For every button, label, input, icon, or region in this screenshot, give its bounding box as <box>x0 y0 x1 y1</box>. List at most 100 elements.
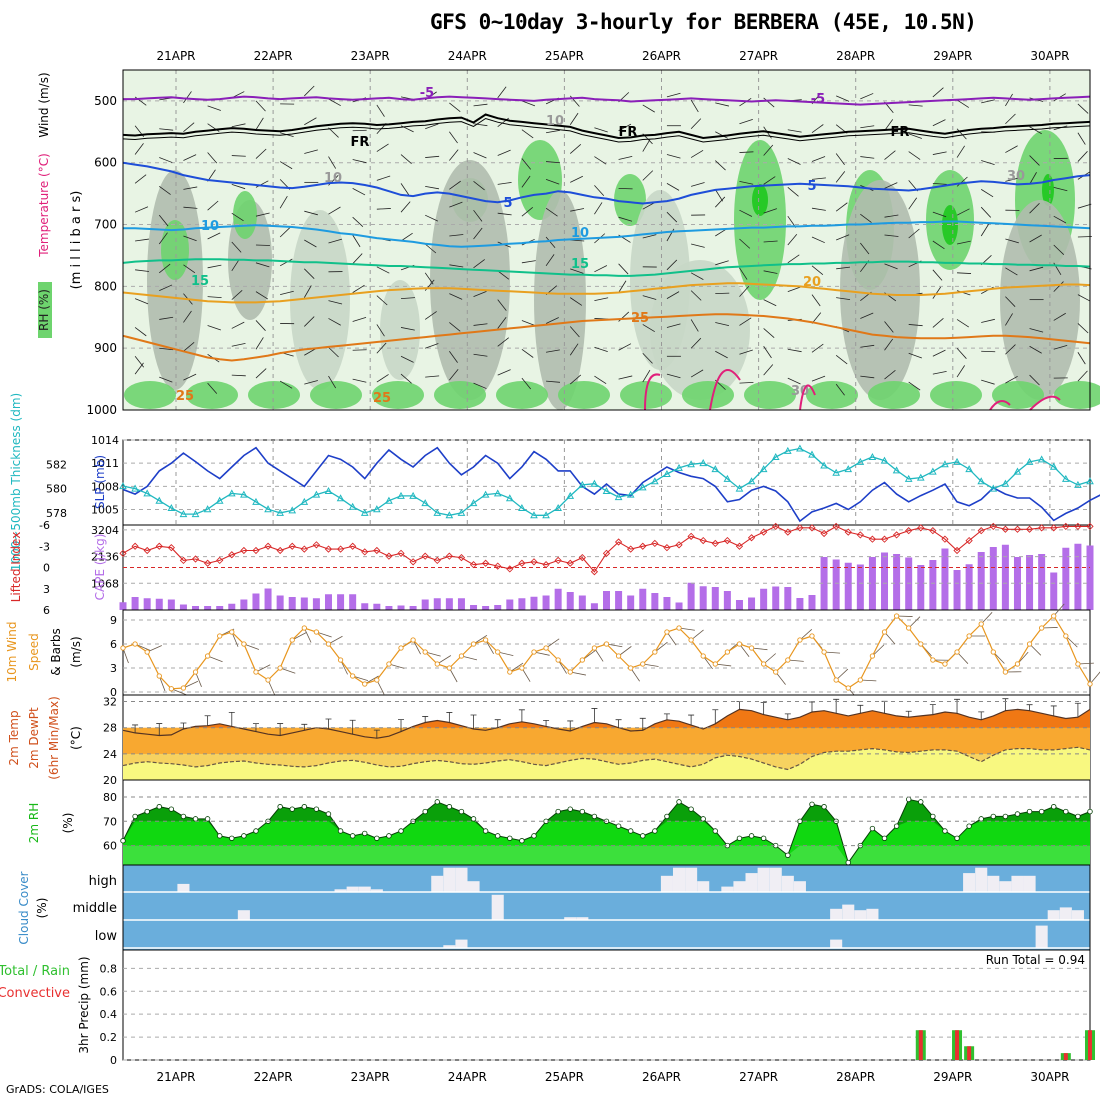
contour-label: 10 <box>201 219 219 234</box>
date-label-bottom: 23APR <box>351 1070 390 1084</box>
wind-speed-marker <box>640 661 646 667</box>
panel-frame <box>122 949 1091 1061</box>
rh-marker <box>785 852 791 858</box>
wind-speed-marker <box>470 641 477 647</box>
wind-barb <box>1029 374 1040 386</box>
thickness-marker <box>119 482 127 490</box>
contour-label: 25 <box>176 389 194 404</box>
wind-speed-marker <box>664 629 670 635</box>
wind-barb <box>352 159 367 164</box>
contour-label: 5 <box>807 179 816 194</box>
ylabel-wind-units: (m/s) <box>69 636 83 667</box>
wind-barb <box>183 264 196 274</box>
wind-barb-10m <box>545 638 560 649</box>
thickness-marker <box>155 496 164 504</box>
wind-barb <box>691 182 705 187</box>
thickness-marker <box>143 489 152 497</box>
wind-barb-10m <box>690 629 704 641</box>
cape-bar <box>772 586 780 610</box>
wind-speed-marker <box>362 681 368 687</box>
isotherm--5 <box>123 95 1091 106</box>
credit-label: GrADS: COLA/IGES <box>6 1083 109 1096</box>
wind-barb <box>352 316 367 322</box>
wind-barb <box>400 183 410 196</box>
wind-barb <box>932 371 947 375</box>
rh-contour-region <box>380 280 420 380</box>
wind-barb <box>352 234 361 248</box>
wind-barb <box>231 241 242 253</box>
wind-barb <box>425 185 440 190</box>
wind-barb <box>884 150 896 160</box>
temp-minmax-bar <box>180 722 187 729</box>
wind-speed-marker <box>482 637 489 643</box>
cape-bar <box>603 591 610 610</box>
cloud-cover-block <box>576 917 589 920</box>
cape-bar <box>494 605 502 610</box>
wind-barb <box>739 349 753 355</box>
wind-barb <box>835 153 845 165</box>
wind-barb <box>376 324 385 337</box>
rh-lowlevel-region <box>744 381 796 409</box>
wind-barb <box>908 324 923 327</box>
wind-barb-10m <box>980 612 993 625</box>
slp-tick: 1008 <box>91 480 119 493</box>
cape-bar <box>977 552 985 610</box>
li-marker <box>409 558 417 566</box>
wind-barb <box>715 260 729 266</box>
precip-convective-bar <box>918 1030 923 1060</box>
wind-barb <box>763 240 778 243</box>
wind-speed-marker <box>1026 641 1033 647</box>
cloud-cover-block <box>443 945 456 948</box>
wind-barb <box>836 234 850 241</box>
wind-barb-10m <box>908 616 921 629</box>
wind-barb <box>400 154 412 165</box>
cloud-background <box>122 864 1091 951</box>
rh-contour-region <box>650 260 750 400</box>
thickness-marker <box>953 457 961 465</box>
wind-barb-10m <box>280 667 296 674</box>
wind-barb <box>545 349 560 353</box>
cape-bar <box>324 594 332 610</box>
wind-barb-10m <box>775 671 786 685</box>
wind-barb <box>473 123 488 127</box>
wind-barb <box>183 373 197 381</box>
temp-minmax-bar <box>518 709 525 722</box>
rh-lowlevel-region <box>1054 381 1100 409</box>
wind-barb <box>159 376 173 383</box>
rh-lowlevel-region <box>682 381 734 409</box>
contour-label: -5 <box>420 86 434 101</box>
wind-barb <box>376 266 390 274</box>
thickness-marker <box>747 477 756 485</box>
thickness-marker <box>360 508 369 516</box>
wind-speed-marker <box>688 637 694 643</box>
rh-marker <box>712 828 718 834</box>
li-marker <box>131 542 139 550</box>
wind-barb <box>352 253 363 265</box>
wind-barb-10m <box>594 647 604 662</box>
pressure-tick: 700 <box>94 218 117 232</box>
cape-bar <box>917 565 925 610</box>
cape-bar <box>893 554 901 610</box>
li-marker <box>312 541 321 549</box>
thickness-marker <box>457 508 466 516</box>
wind-barb <box>1029 234 1042 243</box>
wind-speed-marker <box>180 685 187 691</box>
wind-barb-10m <box>437 655 452 665</box>
thickness-marker <box>880 456 889 464</box>
thickness-marker <box>820 461 828 469</box>
wind-barb <box>715 131 728 139</box>
wind-barb <box>473 291 487 298</box>
li-marker <box>191 555 200 563</box>
wind-barb <box>304 117 317 126</box>
cloud-cover-block <box>987 875 1000 892</box>
cloud-cover-block <box>237 910 250 920</box>
li-marker <box>651 539 659 548</box>
thickness-marker <box>227 489 236 497</box>
thickness-marker <box>336 494 345 502</box>
wind-barb <box>134 206 149 213</box>
rh-marker <box>905 796 912 803</box>
wind-speed-marker <box>978 621 984 627</box>
wind-barb <box>449 201 463 208</box>
wind-speed-marker <box>313 629 320 635</box>
li-marker <box>941 535 949 543</box>
